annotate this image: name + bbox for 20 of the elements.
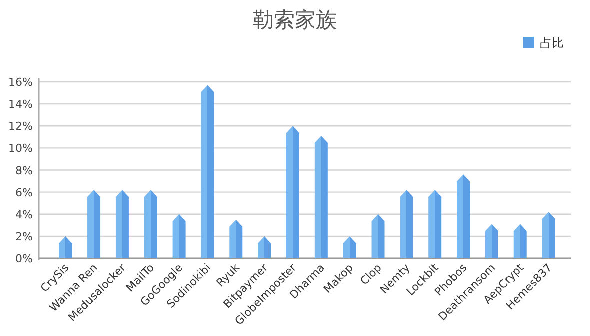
bar: [457, 174, 470, 258]
y-tick-label: 6%: [16, 186, 33, 200]
bar: [144, 190, 158, 258]
bar: [201, 85, 214, 258]
y-tick-label: 4%: [16, 208, 33, 222]
bar: [88, 190, 101, 258]
bar: [116, 190, 129, 258]
bar: [400, 190, 414, 258]
bar: [428, 190, 442, 258]
y-tick-label: 8%: [16, 164, 33, 178]
bar: [286, 126, 300, 258]
bar: [314, 136, 328, 258]
y-tick-label: 12%: [8, 120, 33, 134]
y-tick-label: 10%: [8, 142, 33, 156]
legend-label: 占比: [540, 36, 564, 50]
y-tick-label: 16%: [8, 76, 33, 89]
y-tick-label: 0%: [16, 252, 33, 266]
y-tick-label: 14%: [8, 98, 33, 112]
chart-title: 勒索家族: [253, 8, 337, 32]
y-tick-label: 2%: [16, 230, 33, 244]
